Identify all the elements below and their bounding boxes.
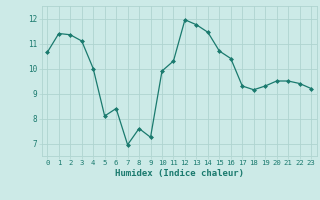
X-axis label: Humidex (Indice chaleur): Humidex (Indice chaleur) [115, 169, 244, 178]
